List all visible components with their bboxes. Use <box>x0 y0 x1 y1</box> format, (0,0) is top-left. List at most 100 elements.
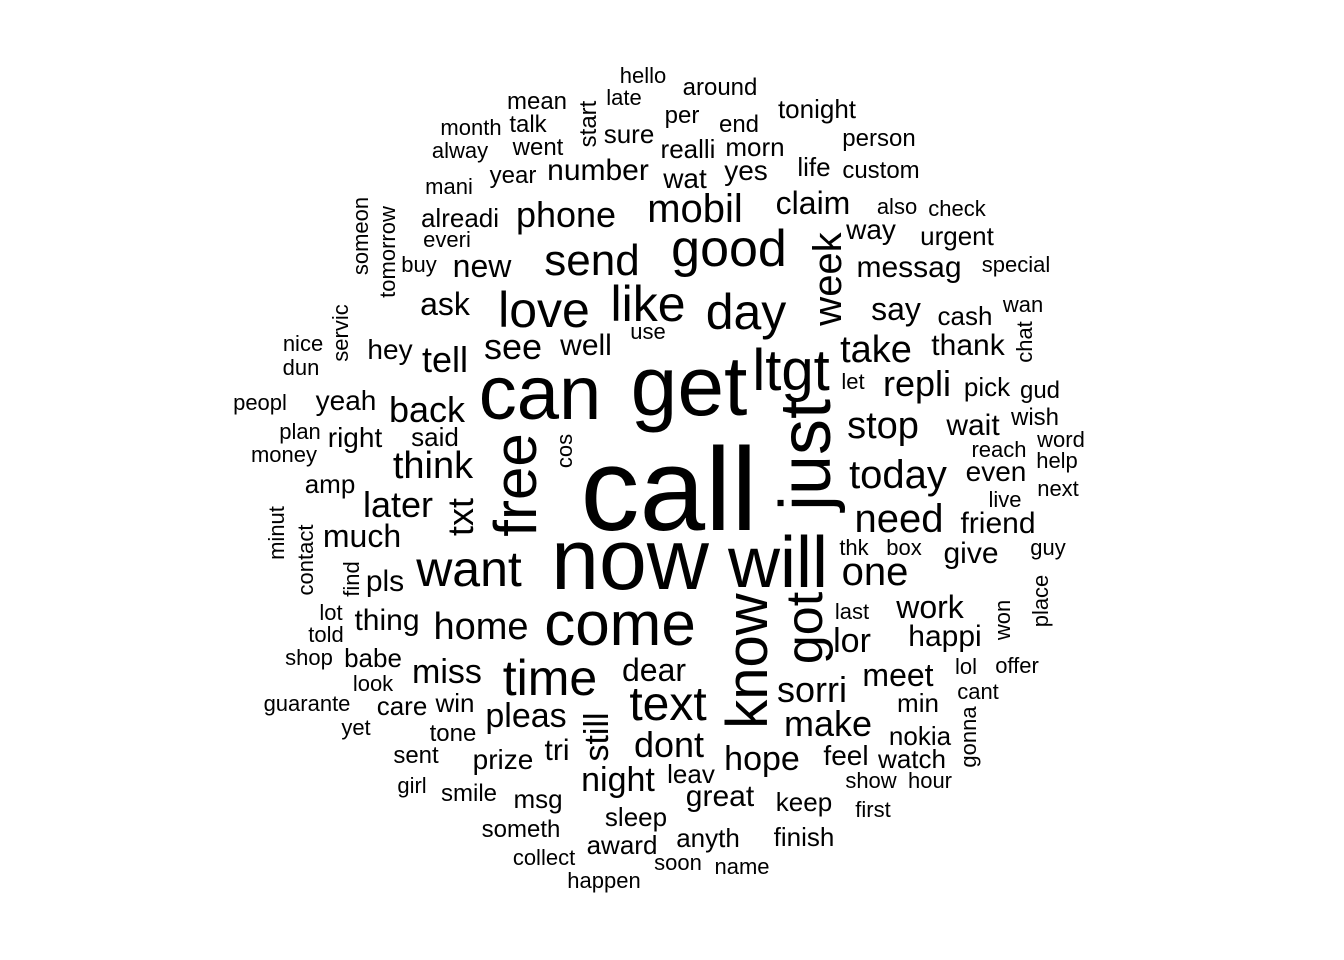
word-next: next <box>1037 476 1079 501</box>
word-cant: cant <box>957 679 999 704</box>
word-got: got <box>776 591 834 665</box>
word-tonight: tonight <box>777 94 857 124</box>
word-meet: meet <box>862 657 934 693</box>
word-month: month <box>440 115 502 140</box>
word-sleep: sleep <box>604 802 668 832</box>
word-day: day <box>705 284 787 340</box>
word-told: told <box>308 622 344 647</box>
word-find: find <box>339 561 364 597</box>
word-thk: thk <box>839 535 869 560</box>
word-cos: cos <box>552 433 577 469</box>
word-look: look <box>352 671 394 696</box>
word-offer: offer <box>995 653 1039 678</box>
word-take: take <box>840 329 912 371</box>
word-can: can <box>478 351 602 436</box>
word-sorri: sorri <box>777 669 847 710</box>
word-alreadi: alreadi <box>420 203 500 233</box>
word-night: night <box>581 761 655 799</box>
word-repli: repli <box>882 363 952 404</box>
word-money: money <box>250 442 318 467</box>
word-watch: watch <box>878 744 946 774</box>
word-gud: gud <box>1019 377 1061 404</box>
word-love: love <box>498 282 590 338</box>
word-peopl: peopl <box>233 390 287 415</box>
word-lot: lot <box>319 600 343 625</box>
word-thank: thank <box>931 329 1005 362</box>
word-talk: talk <box>509 111 547 138</box>
word-life: life <box>797 152 831 182</box>
word-live: live <box>988 487 1022 512</box>
word-one: one <box>841 550 909 594</box>
word-name: name <box>714 854 770 879</box>
word-txt: txt <box>440 497 481 537</box>
word-even: even <box>965 456 1027 487</box>
word-minut: minut <box>264 506 289 560</box>
word-today: today <box>849 453 947 497</box>
word-claim: claim <box>775 185 851 221</box>
word-like: like <box>610 276 686 332</box>
word-use: use <box>630 319 666 344</box>
word-nice: nice <box>282 331 324 356</box>
word-hey: hey <box>367 334 413 365</box>
word-see: see <box>483 326 543 367</box>
word-get: get <box>630 339 748 433</box>
word-want: want <box>416 541 522 597</box>
word-now: now <box>551 512 709 608</box>
word-wat: wat <box>663 163 707 194</box>
word-urgent: urgent <box>920 221 994 251</box>
word-right: right <box>327 422 383 453</box>
word-just: just <box>766 398 846 512</box>
word-buy: buy <box>401 252 437 277</box>
word-wan: wan <box>1002 292 1044 317</box>
word-nokia: nokia <box>888 721 952 751</box>
word-person: person <box>842 125 916 152</box>
word-someth: someth <box>481 816 561 843</box>
word-guy: guy <box>1030 535 1066 560</box>
word-say: say <box>871 291 921 327</box>
word-mean: mean <box>506 88 568 115</box>
word-check: check <box>928 196 986 221</box>
word-make: make <box>783 703 873 744</box>
word-mani: mani <box>425 174 473 199</box>
word-contact: contact <box>293 524 318 596</box>
word-leav: leav <box>667 759 715 789</box>
word-soon: soon <box>654 850 702 875</box>
word-wish: wish <box>1010 404 1060 431</box>
word-mobil: mobil <box>647 187 743 231</box>
word-pleas: pleas <box>485 697 567 735</box>
word-yet: yet <box>341 715 371 740</box>
word-show: show <box>845 768 897 793</box>
word-hope: hope <box>724 740 800 778</box>
word-anyth: anyth <box>676 823 740 853</box>
word-smile: smile <box>440 780 498 807</box>
word-great: great <box>685 780 755 813</box>
word-stop: stop <box>847 405 919 447</box>
word-pls: pls <box>365 565 405 598</box>
word-lol: lol <box>954 654 978 679</box>
word-friend: friend <box>960 507 1036 540</box>
word-ask: ask <box>420 286 470 322</box>
word-well: well <box>560 329 612 362</box>
word-messag: messag <box>856 251 962 284</box>
word-happi: happi <box>908 620 982 653</box>
word-way: way <box>846 214 896 245</box>
word-hello: hello <box>619 63 667 88</box>
word-tri: tri <box>544 734 570 767</box>
word-later: later <box>362 484 434 525</box>
word-time: time <box>502 650 598 706</box>
word-year: year <box>489 162 537 189</box>
word-yeah: yeah <box>315 385 377 416</box>
word-free: free <box>482 433 549 537</box>
word-keep: keep <box>775 787 833 817</box>
word-amp: amp <box>304 469 356 499</box>
word-sure: sure <box>603 119 655 149</box>
word-happen: happen <box>567 868 641 893</box>
word-alway: alway <box>431 138 489 163</box>
word-girl: girl <box>397 773 427 798</box>
word-hour: hour <box>907 768 953 793</box>
word-first: first <box>855 797 891 822</box>
word-send: send <box>544 236 640 285</box>
word-collect: collect <box>512 845 576 870</box>
word-servic: servic <box>328 304 353 362</box>
